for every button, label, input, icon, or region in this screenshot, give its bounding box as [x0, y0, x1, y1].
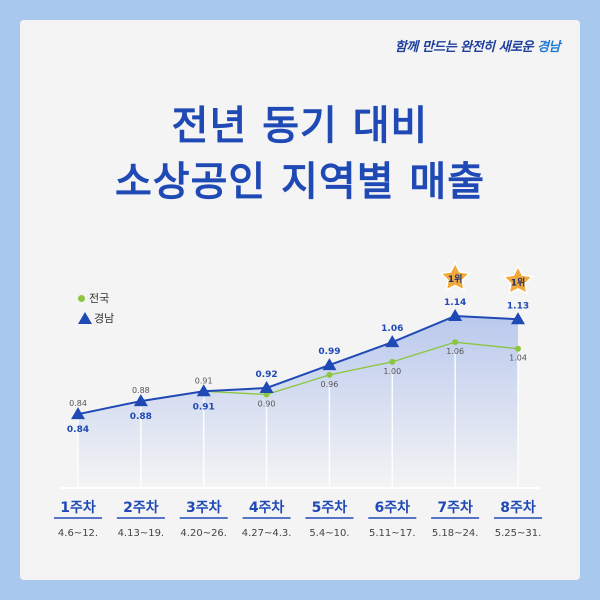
date-label: 5.11~17.: [369, 528, 416, 539]
week-label: 2주차: [123, 500, 159, 516]
date-label: 4.13~19.: [118, 528, 165, 539]
triangle-marker-icon: [78, 312, 92, 324]
national-value-label: 0.91: [195, 376, 213, 385]
gyeongnam-point: [259, 381, 274, 393]
national-point: [515, 345, 521, 352]
legend-label-national: 전국: [89, 292, 110, 305]
week-label: 3주차: [186, 500, 222, 516]
gyeongnam-point: [196, 384, 211, 397]
national-value-label: 0.90: [258, 400, 276, 409]
legend-item-national: 전국: [78, 288, 114, 308]
date-label: 5.4~10.: [309, 528, 349, 539]
gyeongnam-point: [511, 312, 525, 325]
gyeongnam-point: [322, 358, 337, 371]
national-point: [326, 371, 333, 378]
gyeongnam-value-label: 1.13: [507, 301, 529, 311]
chart-legend: 전국 경남: [78, 288, 114, 328]
gyeongnam-area: [78, 316, 518, 488]
national-point: [263, 391, 270, 398]
legend-label-gyeongnam: 경남: [94, 312, 115, 325]
gyeongnam-point: [448, 309, 463, 321]
week-label: 8주차: [500, 500, 536, 516]
gyeongnam-line: [77, 314, 519, 416]
national-value-label: 1.04: [509, 354, 527, 363]
star-icon: [502, 264, 534, 295]
gyeongnam-value-label: 0.88: [130, 412, 152, 422]
date-label: 5.25~31.: [495, 528, 542, 539]
rank-label: 1위: [448, 273, 463, 285]
title-line-2: 소상공인 지역별 매출: [114, 159, 486, 205]
date-label: 4.20~26.: [180, 528, 227, 539]
week-label: 6주차: [375, 500, 411, 516]
national-point: [452, 339, 459, 346]
national-value-label: 1.00: [383, 367, 401, 376]
page-title: 전년 동기 대비 소상공인 지역별 매출: [20, 98, 580, 210]
week-label: 7주차: [437, 500, 473, 516]
star-icon: [439, 261, 472, 292]
gyeongnam-value-label: 0.84: [67, 425, 89, 435]
gyeongnam-value-label: 0.91: [193, 402, 215, 412]
legend-item-gyeongnam: 경남: [78, 308, 114, 328]
date-label: 4.27~4.3.: [242, 528, 292, 539]
national-point: [389, 358, 396, 365]
gyeongnam-value-label: 0.99: [318, 347, 340, 357]
national-value-label: 0.88: [132, 386, 150, 395]
week-label: 5주차: [312, 500, 348, 516]
slogan-text: 함께 만드는 완전히 새로운: [394, 40, 538, 55]
line-chart: 0.84 0.88 0.91 0.90 0.96 1.00 1.06 1.04 0.84 0.88…: [54, 261, 542, 539]
week-label: 1주차: [60, 500, 96, 516]
infographic-card: 함께 만드는 완전히 새로운 경남 전년 동기 대비 소상공인 지역별 매출 전…: [20, 20, 580, 580]
gyeongnam-point: [133, 394, 148, 407]
slogan-highlight: 경남: [537, 40, 560, 55]
title-line-1: 전년 동기 대비: [171, 103, 429, 149]
week-label: 4주차: [249, 500, 285, 516]
national-value-label: 1.06: [446, 347, 464, 356]
gyeongnam-value-label: 0.92: [255, 370, 277, 380]
date-label: 5.18~24.: [432, 528, 479, 539]
rank-label: 1위: [511, 276, 526, 288]
gyeongnam-value-label: 1.14: [444, 298, 466, 308]
national-value-label: 0.96: [321, 380, 339, 389]
date-label: 4.6~12.: [58, 528, 98, 539]
gyeongnam-point: [385, 335, 400, 348]
circle-marker-icon: [78, 294, 85, 302]
gyeongnam-value-label: 1.06: [381, 324, 403, 334]
gyeongnam-point: [71, 407, 85, 420]
national-value-label: 0.84: [69, 399, 87, 408]
slogan: 함께 만드는 완전히 새로운 경남: [394, 36, 561, 55]
